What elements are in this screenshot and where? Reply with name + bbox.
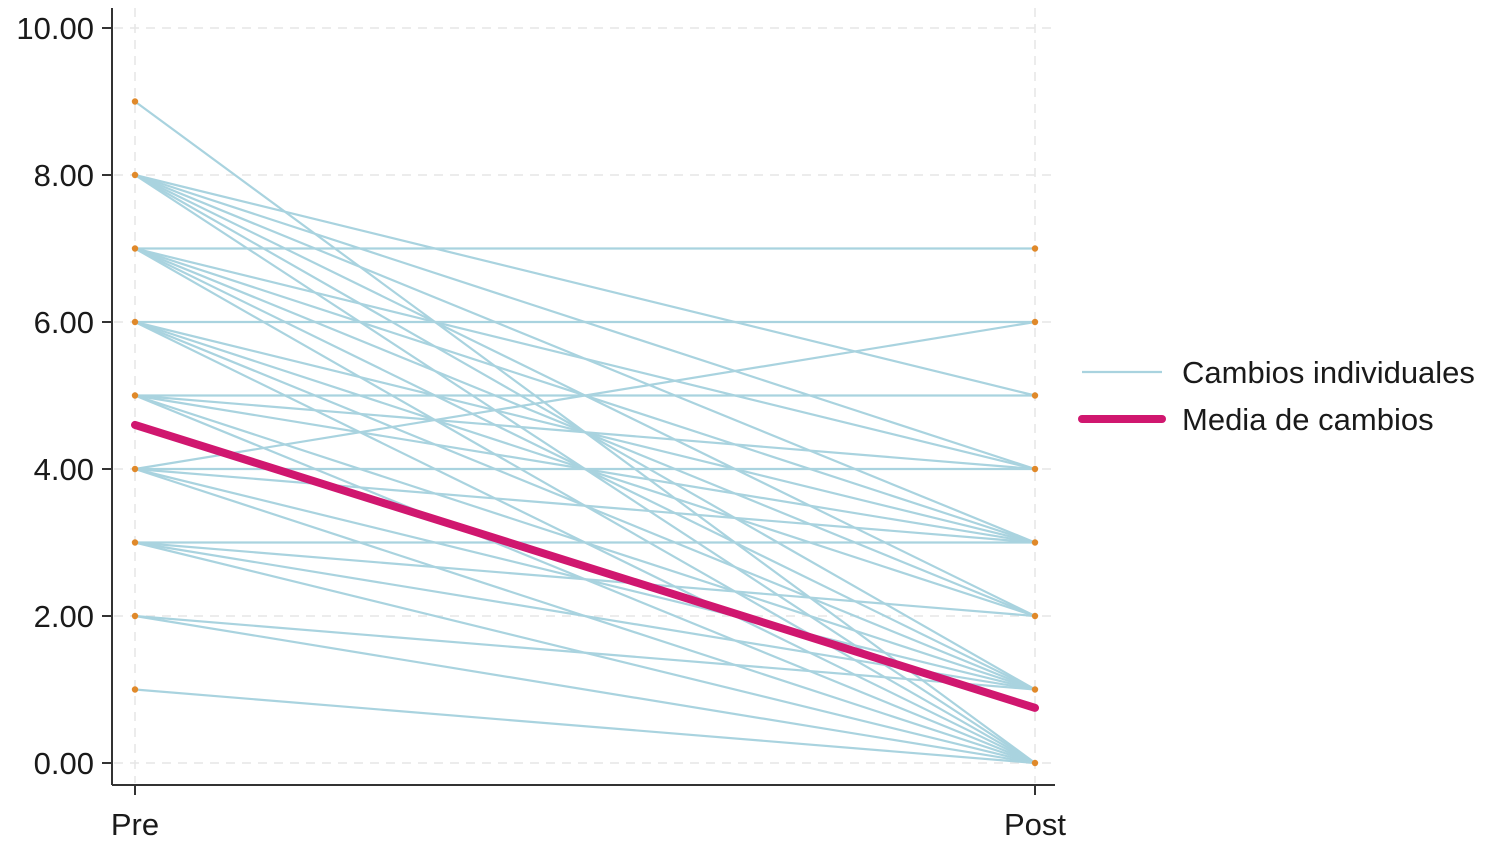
marker-post-3 xyxy=(1031,539,1039,546)
individual-line-29 xyxy=(134,541,1036,618)
marker-pre-2 xyxy=(131,612,139,620)
marker-pre-1 xyxy=(131,686,139,693)
y-tick-label-5: 10.00 xyxy=(16,11,94,46)
individual-line-23 xyxy=(134,320,1036,471)
y-tick-label-2: 4.00 xyxy=(34,452,94,487)
individual-line-32 xyxy=(134,614,1036,691)
individual-line-1 xyxy=(134,173,1036,397)
marker-post-4 xyxy=(1031,465,1039,473)
legend: Cambios individuales Media de cambios xyxy=(1078,355,1475,437)
individual-line-30 xyxy=(134,541,1036,691)
marker-post-1 xyxy=(1031,686,1039,693)
marker-post-6 xyxy=(1031,318,1039,326)
x-tick-label-1: Post xyxy=(1004,807,1066,842)
mean-line-layer xyxy=(131,420,1039,712)
individual-line-8 xyxy=(134,247,1036,471)
point-markers xyxy=(131,98,1039,767)
marker-pre-4 xyxy=(131,465,139,473)
individual-lines xyxy=(134,100,1036,765)
marker-pre-6 xyxy=(131,318,139,326)
y-tick-label-4: 8.00 xyxy=(34,158,94,193)
legend-label-individual: Cambios individuales xyxy=(1182,355,1475,390)
mean-change-line xyxy=(131,420,1039,712)
individual-line-34 xyxy=(134,688,1036,765)
x-tick-label-0: Pre xyxy=(111,807,159,842)
marker-pre-7 xyxy=(131,245,139,252)
marker-pre-9 xyxy=(131,98,139,105)
marker-post-2 xyxy=(1031,612,1039,620)
marker-pre-8 xyxy=(131,171,139,179)
individual-line-33 xyxy=(134,614,1036,765)
axes: 0.00 2.00 4.00 6.00 8.00 10.00 Pre Post xyxy=(16,8,1066,842)
individual-line-19 xyxy=(134,394,1036,471)
y-tick-label-3: 6.00 xyxy=(34,305,94,340)
legend-label-mean: Media de cambios xyxy=(1182,402,1434,437)
marker-post-5 xyxy=(1031,392,1039,399)
y-tick-label-1: 2.00 xyxy=(34,599,94,634)
marker-post-0 xyxy=(1031,759,1039,767)
marker-post-7 xyxy=(1031,245,1039,252)
individual-line-25 xyxy=(134,467,1036,544)
y-tick-label-0: 0.00 xyxy=(34,746,94,781)
marker-pre-5 xyxy=(131,392,139,399)
marker-pre-3 xyxy=(131,539,139,546)
